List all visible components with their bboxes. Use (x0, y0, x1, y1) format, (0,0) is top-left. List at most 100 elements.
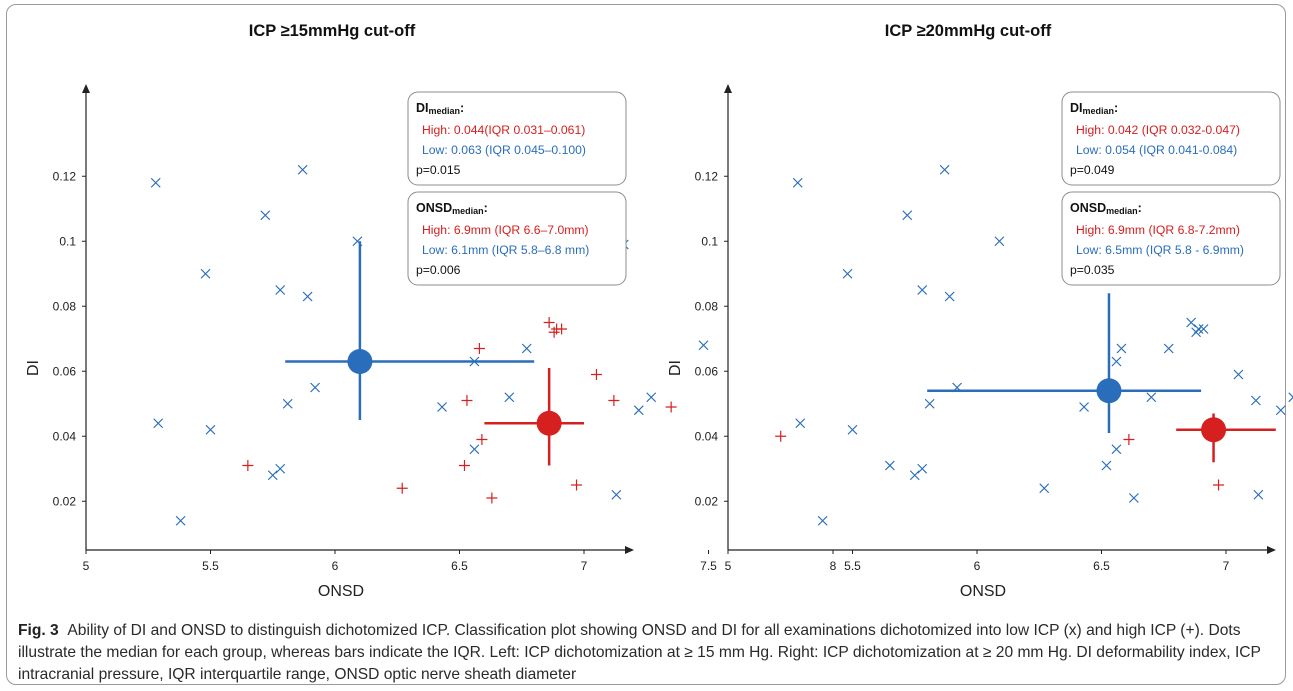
low-icp-point (909, 470, 920, 481)
low-icp-point (1163, 343, 1174, 354)
low-icp-point (795, 418, 806, 429)
legend-onsd-median-high: High: 6.9mm (IQR 6.6–7.0mm) (422, 223, 589, 237)
y-tick-label: 0.12 (695, 169, 719, 183)
low-icp-point (521, 343, 532, 354)
x-tick-label: 7 (1223, 559, 1230, 573)
high-icp-point (242, 460, 254, 471)
legend-di-median-high: High: 0.042 (IQR 0.032-0.047) (1076, 123, 1240, 137)
x-axis-label: ONSD (960, 583, 1006, 600)
y-tick-label: 0.04 (695, 429, 719, 443)
y-tick-label: 0.08 (695, 299, 719, 313)
y-tick-label: 0.02 (53, 494, 77, 508)
y-tick-label: 0.06 (695, 364, 719, 378)
chart-panel-2: ICP ≥20mmHg cut-off 5 5.5 6 6.5 7 7.5 8 0.02 0.04… (667, 22, 1293, 600)
legend-onsd-median-p-value: p=0.006 (416, 263, 461, 277)
legend-onsd-median-heading: ONSDmedian: (416, 201, 488, 216)
low-icp-point (297, 164, 308, 175)
low-icp-point (1250, 395, 1261, 406)
low-icp-point (150, 177, 161, 188)
high-median-dot (536, 410, 562, 436)
high-median-dot (1201, 417, 1227, 443)
low-icp-point (944, 291, 955, 302)
low-icp-point (1146, 392, 1157, 403)
high-icp-point (1123, 434, 1135, 445)
y-tick-label: 0.1 (59, 234, 76, 248)
low-icp-point (310, 382, 321, 393)
low-icp-point (1101, 460, 1112, 471)
x-axis-arrow (1267, 546, 1276, 554)
legend-onsd-median-low: Low: 6.5mm (IQR 5.8 - 6.9mm) (1076, 243, 1244, 257)
low-icp-point (1111, 444, 1122, 455)
legend-di-median-heading: DImedian: (1070, 101, 1118, 116)
x-tick-label: 5 (83, 559, 90, 573)
low-icp-point (1233, 369, 1244, 380)
figure-charts: ICP ≥15mmHg cut-off 5 5.5 6 6.5 7 7.5 8 0.02 0.04… (25, 22, 1293, 600)
chart-title: ICP ≥20mmHg cut-off (885, 22, 1052, 40)
y-tick-label: 0.1 (701, 234, 718, 248)
low-icp-point (817, 515, 828, 526)
high-icp-point (476, 434, 488, 445)
x-tick-label: 6.5 (1093, 559, 1110, 573)
low-icp-point (633, 405, 644, 416)
low-icp-point (884, 460, 895, 471)
high-icp-point (590, 369, 602, 380)
x-tick-label: 8 (830, 559, 837, 573)
figure-caption: Fig. 3 Ability of DI and ONSD to disting… (18, 620, 1273, 686)
low-icp-point (302, 291, 313, 302)
low-icp-point (260, 210, 271, 221)
y-axis-label: DI (667, 360, 684, 376)
legend-di-median-box (1061, 91, 1281, 186)
high-icp-point (543, 317, 555, 328)
low-icp-point (1198, 324, 1209, 334)
legend-onsd-median-box (407, 191, 627, 286)
x-tick-label: 7 (581, 559, 588, 573)
figure-frame (6, 4, 1286, 685)
low-icp-point (504, 392, 515, 403)
low-icp-point (1253, 489, 1264, 500)
high-icp-point (486, 492, 498, 504)
low-icp-point (1039, 483, 1050, 494)
low-icp-point (611, 489, 622, 500)
high-icp-point (556, 323, 568, 335)
low-icp-point (1111, 356, 1122, 367)
low-icp-point (1186, 317, 1197, 328)
low-icp-point (200, 268, 211, 279)
low-icp-point (994, 236, 1005, 247)
low-icp-point (847, 424, 858, 435)
low-icp-point (1275, 405, 1286, 416)
high-icp-point (396, 482, 408, 494)
low-icp-point (939, 164, 950, 175)
high-icp-point (1213, 479, 1225, 491)
low-icp-point (205, 424, 216, 435)
chart-panel-1: ICP ≥15mmHg cut-off 5 5.5 6 6.5 7 7.5 8 0.02 0.04… (25, 22, 837, 600)
low-icp-point (842, 268, 853, 279)
legend-onsd-median-heading: ONSDmedian: (1070, 201, 1142, 216)
figure-caption-text: Ability of DI and ONSD to distinguish di… (18, 622, 1261, 683)
low-icp-point (1116, 343, 1127, 354)
low-median-dot (347, 349, 373, 374)
x-axis-arrow (625, 546, 634, 554)
low-icp-point (917, 463, 928, 474)
high-icp-point (665, 401, 677, 413)
low-icp-point (902, 210, 913, 221)
legend-onsd-median-low: Low: 6.1mm (IQR 5.8–6.8 mm) (422, 243, 589, 257)
low-icp-point (698, 340, 709, 351)
chart-title: ICP ≥15mmHg cut-off (249, 22, 416, 40)
x-tick-label: 6.5 (451, 559, 468, 573)
legend-di-median-heading: DImedian: (416, 101, 464, 116)
high-icp-point (608, 395, 620, 406)
x-axis-label: ONSD (318, 583, 364, 600)
y-axis-arrow (82, 84, 90, 93)
low-icp-point (175, 515, 186, 526)
y-tick-label: 0.08 (53, 299, 77, 313)
low-icp-point (282, 398, 293, 409)
legend-di-median-low: Low: 0.054 (IQR 0.041-0.084) (1076, 143, 1237, 157)
low-icp-point (792, 177, 803, 188)
low-icp-point (267, 470, 278, 481)
legend-onsd-median-high: High: 6.9mm (IQR 6.8-7.2mm) (1076, 223, 1240, 237)
low-icp-point (646, 392, 657, 403)
legend-onsd-median-p-value: p=0.035 (1070, 263, 1115, 277)
low-icp-point (275, 463, 286, 474)
low-icp-point (1079, 402, 1089, 412)
high-icp-point (775, 430, 787, 442)
